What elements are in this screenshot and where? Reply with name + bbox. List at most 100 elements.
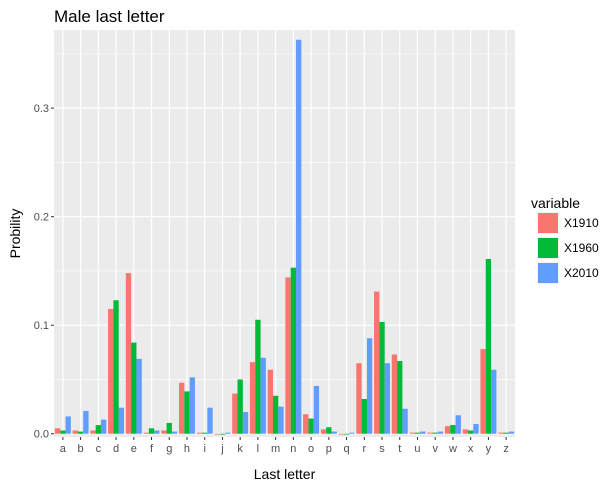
chart-title: Male last letter <box>54 7 165 26</box>
y-tick-label: 0.3 <box>34 103 49 115</box>
bar-X2010-n <box>296 39 302 434</box>
bar-X1960-f <box>148 428 155 434</box>
bar-X2010-w <box>455 415 461 434</box>
bar-X1910-p <box>320 429 327 434</box>
bar-X1910-n <box>285 277 291 434</box>
x-tick-label: t <box>398 443 401 455</box>
bar-X2010-e <box>136 358 142 434</box>
legend-key-X2010 <box>538 263 558 283</box>
minor-gridlines <box>54 53 515 380</box>
x-tick-label: b <box>78 443 84 455</box>
x-tick-label: w <box>448 443 457 455</box>
bar-X1960-a <box>60 430 66 434</box>
bar-X2010-k <box>242 412 249 434</box>
bar-X1960-j <box>219 433 226 435</box>
bar-X1960-z <box>503 432 509 434</box>
bar-X1910-s <box>374 291 380 434</box>
x-tick-label: e <box>131 443 137 455</box>
x-tick-label: r <box>362 443 366 455</box>
bar-X1910-l <box>249 362 256 434</box>
x-tick-label: h <box>184 443 190 455</box>
x-axis-title: Last letter <box>254 466 316 482</box>
bar-X1910-d <box>108 308 114 434</box>
bar-X1960-p <box>326 427 332 434</box>
y-tick-label: 0.1 <box>34 320 49 332</box>
x-tick-label: p <box>326 443 332 455</box>
y-axis-title: Probility <box>7 209 23 259</box>
bar-X1960-n <box>290 267 297 434</box>
bar-X2010-v <box>437 431 444 434</box>
x-tick-label: f <box>150 443 154 455</box>
bar-X1960-l <box>255 319 261 434</box>
legend-label-X1960: X1960 <box>564 241 599 255</box>
bar-X1910-z <box>498 432 504 434</box>
bar-X1910-g <box>161 430 167 434</box>
bar-X2010-q <box>349 432 355 434</box>
bar-X1910-x <box>462 429 469 434</box>
bar-X2010-p <box>331 431 337 434</box>
bar-X2010-l <box>260 357 266 434</box>
bar-X2010-c <box>100 419 107 434</box>
x-tick-label: v <box>432 443 438 455</box>
bar-X2010-y <box>491 369 497 434</box>
bar-X2010-g <box>171 431 178 434</box>
bar-X1910-i <box>196 432 203 434</box>
bar-X1960-o <box>308 418 314 434</box>
bar-X1910-e <box>125 273 132 434</box>
legend: variable X1910 X1960 X2010 <box>531 195 599 284</box>
bar-X1960-k <box>237 379 243 434</box>
bar-X1910-u <box>409 432 415 434</box>
bar-X2010-r <box>366 338 373 434</box>
x-tick-label: x <box>468 443 474 455</box>
bar-X1910-t <box>391 354 398 434</box>
bar-X1960-c <box>95 425 101 434</box>
bar-X1960-m <box>272 395 279 434</box>
bar-X1910-c <box>90 430 96 434</box>
bar-X2010-m <box>278 406 284 434</box>
bar-X1960-g <box>166 422 172 434</box>
bar-X1910-a <box>54 428 61 434</box>
bar-X1960-h <box>184 391 190 434</box>
x-tick-label: s <box>379 443 385 455</box>
bar-X2010-i <box>207 407 213 434</box>
bar-X2010-t <box>402 408 408 434</box>
bar-X1910-o <box>303 414 309 434</box>
bar-X1960-w <box>450 425 456 434</box>
bar-X1960-d <box>113 300 119 434</box>
bar-X1960-b <box>77 431 84 434</box>
bar-X2010-a <box>65 416 71 434</box>
bar-X1960-x <box>468 430 474 434</box>
x-tick-label: g <box>166 443 172 455</box>
x-tick-label: m <box>271 443 280 455</box>
x-tick-label: d <box>113 443 119 455</box>
x-tick-label: y <box>486 443 492 455</box>
bar-X1960-e <box>131 342 137 434</box>
bar-X2010-s <box>384 363 390 434</box>
bar-X2010-x <box>473 423 479 434</box>
bar-X1910-j <box>214 433 220 435</box>
bar-X2010-f <box>154 430 160 434</box>
bar-X2010-j <box>225 432 231 434</box>
bar-X1910-r <box>356 363 362 434</box>
y-axis: 0.0 0.1 0.2 0.3 <box>34 103 54 441</box>
y-tick-label: 0.2 <box>34 212 49 224</box>
bar-X1960-s <box>379 321 385 434</box>
bar-X1910-b <box>72 430 78 434</box>
bar-X1910-v <box>427 432 433 434</box>
bar-X1910-m <box>267 369 273 434</box>
bar-X1910-w <box>444 426 451 434</box>
bar-X1960-v <box>432 432 438 434</box>
x-tick-label: i <box>203 443 205 455</box>
legend-label-X1910: X1910 <box>564 216 599 230</box>
bar-X2010-h <box>189 377 195 434</box>
x-tick-label: o <box>308 443 314 455</box>
bar-X1960-u <box>414 432 421 434</box>
legend-key-X1960 <box>538 238 558 258</box>
bar-X2010-z <box>508 431 515 434</box>
bar-X1910-y <box>480 349 486 434</box>
x-tick-label: u <box>414 443 420 455</box>
legend-key-X1910 <box>538 213 558 233</box>
